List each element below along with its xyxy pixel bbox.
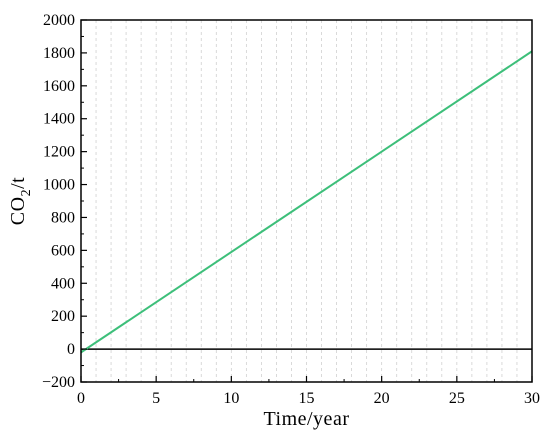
y-tick-label: 600 [51, 242, 75, 259]
x-tick-label: 10 [223, 390, 239, 407]
y-tick-label: 200 [51, 308, 75, 325]
y-tick-label: 1600 [43, 78, 75, 95]
y-axis-title-tail: /t [7, 177, 29, 189]
grid-layer [95, 20, 518, 382]
y-tick-label: 0 [67, 341, 75, 358]
x-tick-label: 15 [299, 390, 315, 407]
x-axis-title: Time/year [264, 408, 350, 430]
y-tick-label: 2000 [43, 12, 75, 29]
y-tick-label: 1200 [43, 144, 75, 161]
y-tick-label: 400 [51, 275, 75, 292]
y-tick-label: −200 [42, 374, 75, 391]
y-axis-title: CO2/t [7, 177, 34, 225]
x-tick-label: 5 [152, 390, 160, 407]
x-tick-label: 20 [374, 390, 390, 407]
x-tick-label: 30 [524, 390, 540, 407]
series-line [80, 50, 533, 354]
x-tick-label: 0 [77, 390, 85, 407]
y-axis-title-subscript: 2 [19, 189, 34, 197]
y-axis-title-main: CO [7, 196, 29, 225]
y-tick-label: 1000 [43, 177, 75, 194]
series-layer [80, 50, 533, 354]
y-tick-label: 800 [51, 209, 75, 226]
tick-layer: 0 5 10 15 20 25 30−200020040060080010001200140… [42, 12, 540, 407]
y-tick-label: 1800 [43, 45, 75, 62]
y-tick-label: 1400 [43, 111, 75, 128]
x-tick-label: 25 [449, 390, 465, 407]
